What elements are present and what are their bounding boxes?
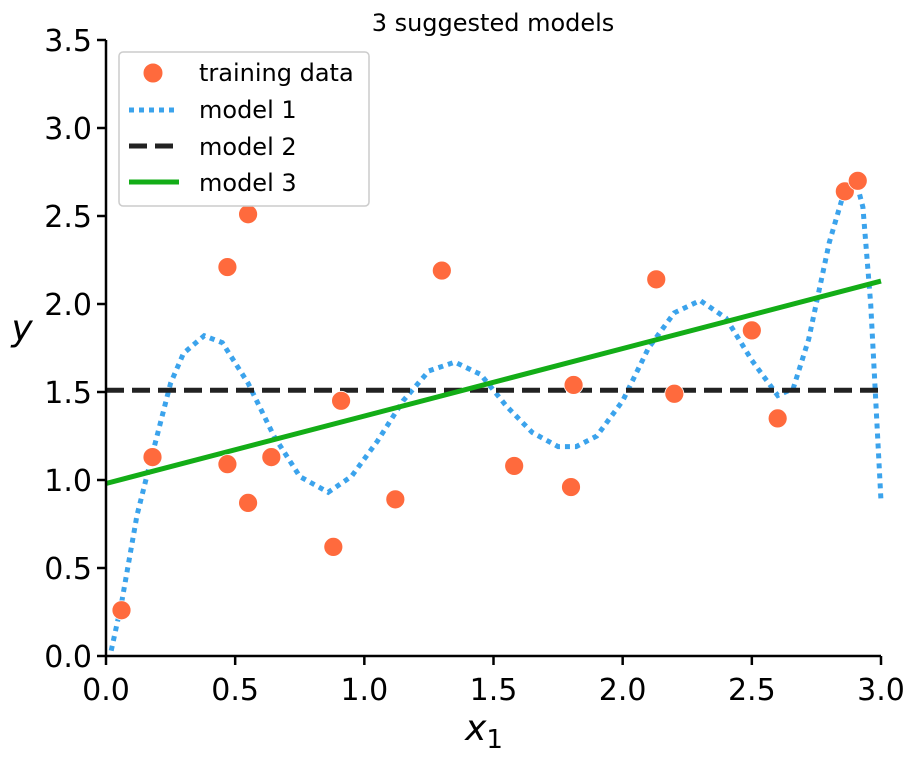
- data-point: [504, 456, 525, 476]
- x-ticks: 0.0 0.5 1.0 1.5 2.0 2.5 3.0: [82, 656, 905, 708]
- y-ticks: 0.0 0.5 1.0 1.5 2.0 2.5 3.0 3.5: [44, 24, 106, 675]
- x-tick-label: 0.0: [82, 673, 130, 708]
- data-point: [431, 260, 452, 281]
- y-tick-label: 0.0: [44, 640, 92, 675]
- series-line-model-3: [105, 278, 882, 486]
- data-point: [331, 390, 351, 411]
- data-point: [238, 492, 258, 513]
- x-tick-label: 1.5: [470, 673, 518, 708]
- x-tick-label: 0.5: [211, 673, 259, 708]
- data-point: [142, 447, 163, 468]
- x-tick-label: 2.5: [728, 673, 776, 708]
- plot-area: [105, 170, 884, 652]
- chart-title: 3 suggested models: [372, 9, 615, 37]
- legend-marker-training-data: [142, 62, 164, 84]
- x-tick-label: 3.0: [857, 673, 905, 708]
- series-line-model-1: [108, 171, 884, 652]
- legend-label-training-data: training data: [199, 59, 354, 87]
- x-axis-label-main: x: [464, 708, 487, 749]
- y-tick-label: 1.0: [44, 464, 92, 499]
- data-point: [646, 269, 667, 290]
- x-tick-label: 1.0: [340, 673, 388, 708]
- data-point: [834, 181, 855, 202]
- data-point: [847, 170, 868, 191]
- data-point: [217, 257, 238, 277]
- y-tick-label: 2.5: [44, 200, 92, 235]
- data-point: [563, 375, 584, 395]
- data-point: [238, 204, 258, 225]
- x-tick-label: 2.0: [599, 673, 647, 708]
- legend: training data model 1 model 2 model 3: [118, 51, 370, 207]
- legend-entry-training-data: training data: [142, 59, 354, 87]
- legend-entry-model-2: model 2: [129, 133, 297, 161]
- y-tick-label: 0.5: [44, 552, 92, 587]
- data-point: [767, 408, 788, 429]
- y-tick-label: 3.0: [44, 112, 92, 147]
- data-point: [261, 447, 282, 468]
- x-axis-label-subscript: 1: [486, 725, 503, 755]
- legend-label-model-1: model 1: [199, 96, 297, 124]
- data-point: [561, 477, 581, 497]
- y-tick-label: 3.5: [44, 24, 92, 59]
- x-axis-label: x1: [464, 708, 503, 755]
- legend-label-model-3: model 3: [199, 169, 297, 197]
- y-axis-label: y: [10, 308, 33, 349]
- legend-frame: [118, 51, 370, 207]
- y-tick-label: 1.5: [44, 376, 92, 411]
- data-point: [741, 320, 762, 341]
- legend-entry-model-3: model 3: [129, 169, 297, 197]
- data-point: [111, 600, 132, 621]
- y-tick-label: 2.0: [44, 288, 92, 323]
- data-point: [385, 489, 406, 510]
- data-point: [664, 383, 685, 404]
- legend-entry-model-1: model 1: [129, 96, 297, 124]
- data-point: [323, 536, 344, 557]
- legend-label-model-2: model 2: [199, 133, 297, 161]
- data-point: [217, 454, 238, 475]
